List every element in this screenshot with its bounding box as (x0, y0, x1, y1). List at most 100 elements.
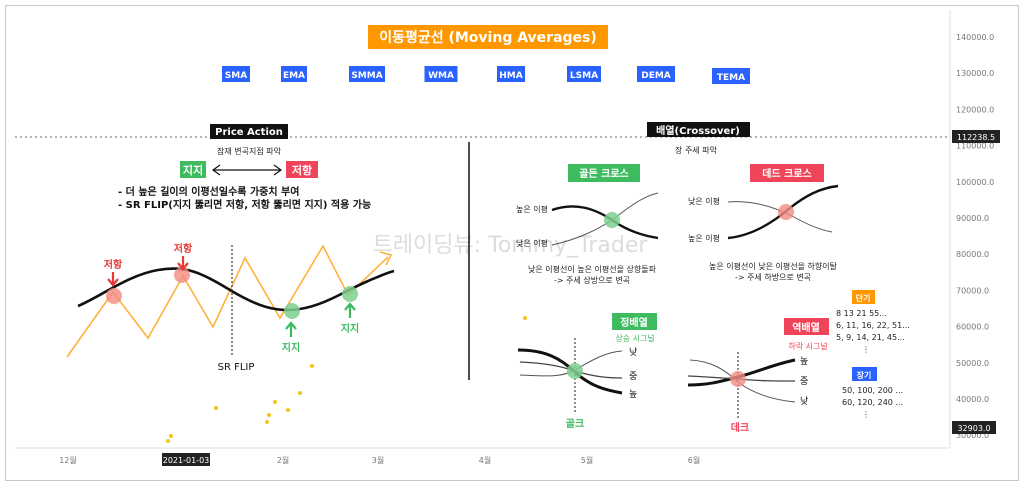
ma-tag-tema (712, 68, 750, 84)
sr-flip-label: SR FLIP (218, 362, 255, 373)
ma-tag-label: WMA (428, 71, 454, 81)
price-action-heading: Price Action (215, 127, 283, 138)
price-tick-label: 110000.0 (956, 142, 994, 151)
support-tag-label: 지지 (183, 163, 203, 177)
support-label-1: 지지 (282, 341, 300, 354)
title-background (368, 25, 608, 49)
price-arrow-icon (379, 251, 393, 266)
ma-type-tags: SMA EMA SMMA WMA HMA LSMA DEMA TEMA (222, 66, 750, 84)
yellow-dots (166, 316, 527, 443)
time-tick-label: 12월 (59, 455, 77, 465)
price-action-bullet-1: - 더 높은 길이의 이평선일수록 가중치 부여 (118, 185, 299, 198)
golden-desc-2: -> 주세 상방으로 변곡 (554, 275, 630, 285)
short-period-values-2: 6, 11, 16, 22, 51... (836, 321, 910, 330)
low-price-badge (952, 421, 996, 434)
price-action-subheading: 잠재 변곡지점 파악 (217, 146, 282, 156)
support-point-2 (342, 286, 358, 302)
long-period-values-2: 60, 120, 240 ... (842, 398, 903, 407)
ma-tag-label: EMA (283, 71, 305, 81)
price-tick-label: 70000.0 (956, 286, 989, 295)
bull-align-label: 정배열 (620, 316, 648, 329)
arrow-up-icon (344, 302, 356, 318)
bull-short-label: 골크 (566, 418, 584, 430)
moving-average-curve (77, 267, 395, 312)
golden-cross-point (604, 212, 620, 228)
short-period-values-3: 5, 9, 14, 21, 45... (836, 333, 905, 342)
price-tick-label: 90000.0 (956, 214, 989, 223)
bear-label-top: 높 (800, 356, 808, 367)
time-tick-label: 2월 (277, 455, 289, 465)
chart-title: 이동평균선 (Moving Averages) (379, 29, 597, 46)
golden-low-label: 낮은 이평 (516, 238, 548, 248)
ma-tag-label: HMA (499, 71, 522, 81)
ma-tag-label: LSMA (570, 71, 598, 81)
ma-tag-label: SMA (225, 71, 247, 81)
bear-signal-label: 하락 시그널 (788, 341, 827, 351)
dead-high-label: 높은 이평 (688, 233, 720, 243)
resistance-point-1 (106, 288, 122, 304)
price-tick-label: 130000.0 (956, 69, 994, 78)
ma-tag-lsma (567, 66, 601, 82)
bear-cross-point (730, 371, 746, 387)
bull-label-top: 낮 (629, 347, 637, 358)
support-tag (180, 161, 206, 178)
price-axis: 140000.0 130000.0 120000.0 110000.0 100000.0… (956, 33, 994, 440)
golden-high-label: 높은 이평 (516, 204, 548, 214)
dead-desc-1: 높은 이평선이 낮은 이평선을 하향이탈 (709, 261, 838, 271)
price-tick-label: 80000.0 (956, 250, 989, 259)
time-tick-label: 3월 (372, 455, 384, 465)
bear-align-tag (784, 318, 829, 335)
watermark: 트레이딩뷰: Tommy_Trader (373, 233, 649, 258)
resistance-tag-label: 저항 (292, 163, 312, 177)
bull-align-tag (612, 313, 657, 330)
short-period-tag (852, 290, 875, 304)
resistance-tag (286, 161, 318, 178)
time-highlight-badge (162, 453, 210, 466)
time-tick-label: 5월 (581, 455, 593, 465)
bull-label-mid: 중 (629, 371, 637, 382)
time-tick-label: 4월 (479, 455, 491, 465)
ma-tag-hma (497, 66, 525, 82)
ma-tag-smma (349, 66, 385, 82)
arrow-left-icon (211, 164, 221, 176)
short-period-values-1: 8 13 21 55... (836, 309, 887, 318)
price-tick-label: 30000.0 (956, 431, 989, 440)
time-axis: 12월 2021-01-03 2월 3월 4월 5월 6월 (59, 453, 700, 466)
golden-cross-label: 골든 크로스 (579, 168, 628, 180)
price-tick-label: 100000.0 (956, 178, 994, 187)
price-action-tag (210, 124, 288, 139)
golden-cross-tag (568, 164, 640, 182)
dead-cross-tag (750, 164, 824, 182)
arrow-down-icon (107, 272, 119, 287)
long-period-tag (852, 367, 877, 381)
ma-tag-label: DEMA (641, 71, 671, 81)
price-tick-label: 60000.0 (956, 323, 989, 332)
price-tick-label: 50000.0 (956, 359, 989, 368)
low-price-label: 32903.0 (957, 424, 990, 433)
time-tick-label: 2021-01-03 (163, 456, 210, 465)
bull-label-bottom: 높 (629, 389, 637, 400)
long-period-ellipsis: ⋮ (862, 410, 870, 419)
ma-tag-sma (222, 66, 250, 82)
arrow-right-icon (273, 164, 283, 176)
arrow-down-icon (177, 256, 189, 271)
dead-low-label: 낮은 이평 (688, 196, 720, 206)
arrow-up-icon (285, 321, 297, 337)
long-period-values-1: 50, 100, 200 ... (842, 386, 903, 395)
price-zigzag-line (66, 244, 389, 358)
resistance-label-2: 저항 (174, 242, 193, 255)
ma-tag-dema (637, 66, 675, 82)
price-tick-label: 140000.0 (956, 33, 994, 42)
price-action-bullet-2: - SR FLIP(지지 뚫리면 저항, 저항 뚫리면 지지) 적용 가능 (118, 198, 371, 211)
resistance-point-2 (174, 267, 190, 283)
current-price-label: 112238.5 (957, 133, 995, 142)
ma-tag-label: TEMA (717, 73, 745, 83)
golden-low-ma-line (551, 192, 659, 246)
long-period-label: 장기 (857, 370, 872, 380)
ma-tag-wma (424, 66, 458, 82)
dead-cross-point (778, 204, 794, 220)
crossover-subheading: 장 주세 파악 (675, 145, 718, 155)
bear-label-bottom: 낮 (800, 396, 808, 407)
golden-desc-1: 낮은 이평선이 높은 이평선을 상향돌파 (528, 264, 657, 274)
bear-label-mid: 중 (800, 376, 808, 387)
